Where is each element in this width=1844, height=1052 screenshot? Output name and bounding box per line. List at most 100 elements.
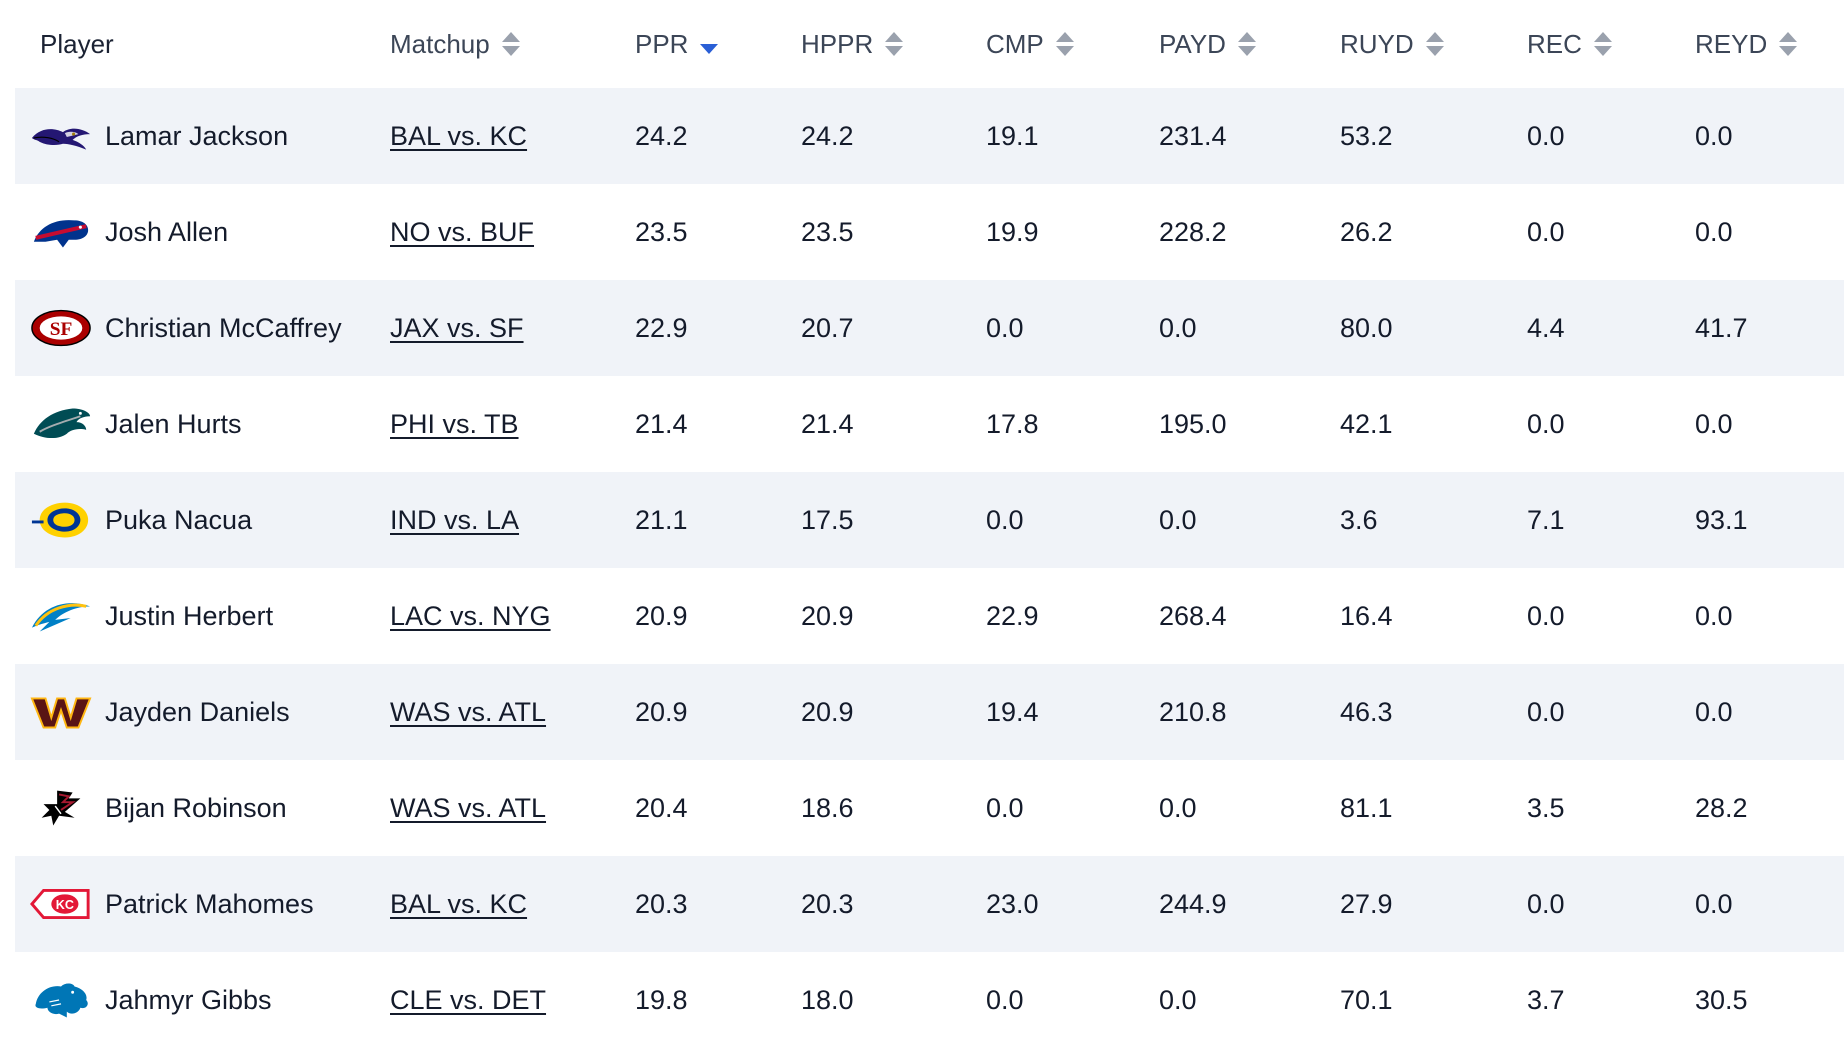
table-row: KC Patrick Mahomes BAL vs. KC 20.3 20.3 … bbox=[15, 856, 1844, 952]
rams-logo-icon bbox=[29, 496, 93, 544]
cmp-value: 0.0 bbox=[986, 792, 1024, 823]
49ers-logo-icon: SF bbox=[29, 304, 93, 352]
player-name: Lamar Jackson bbox=[105, 120, 289, 151]
column-header-matchup[interactable]: Matchup bbox=[381, 29, 626, 60]
sort-icon[interactable] bbox=[1593, 31, 1612, 57]
reyd-value: 0.0 bbox=[1695, 696, 1733, 727]
table-row: Puka Nacua IND vs. LA 21.1 17.5 0.0 0.0 … bbox=[15, 472, 1844, 568]
ruyd-value: 42.1 bbox=[1340, 408, 1393, 439]
matchup-link[interactable]: CLE vs. DET bbox=[390, 984, 547, 1015]
player-cell: Justin Herbert bbox=[15, 592, 381, 640]
matchup-cell: LAC vs. NYG bbox=[381, 601, 626, 632]
cmp-value: 0.0 bbox=[986, 504, 1024, 535]
ppr-value: 24.2 bbox=[635, 120, 688, 151]
ppr-value: 20.9 bbox=[635, 696, 688, 727]
hppr-value: 21.4 bbox=[801, 408, 854, 439]
lions-logo-icon bbox=[29, 976, 93, 1024]
matchup-link[interactable]: LAC vs. NYG bbox=[390, 600, 551, 631]
column-header-label: Player bbox=[40, 28, 114, 59]
matchup-link[interactable]: WAS vs. ATL bbox=[390, 792, 547, 823]
ruyd-value: 46.3 bbox=[1340, 696, 1393, 727]
player-name: Jalen Hurts bbox=[105, 408, 242, 439]
table-row: Josh Allen NO vs. BUF 23.5 23.5 19.9 228… bbox=[15, 184, 1844, 280]
payd-value: 0.0 bbox=[1159, 504, 1197, 535]
ruyd-value: 81.1 bbox=[1340, 792, 1393, 823]
matchup-cell: BAL vs. KC bbox=[381, 121, 626, 152]
matchup-link[interactable]: BAL vs. KC bbox=[390, 120, 528, 151]
ruyd-value: 16.4 bbox=[1340, 600, 1393, 631]
cmp-value: 17.8 bbox=[986, 408, 1039, 439]
hppr-value: 17.5 bbox=[801, 504, 854, 535]
sort-icon[interactable] bbox=[1779, 31, 1798, 57]
player-name: Jahmyr Gibbs bbox=[105, 984, 272, 1015]
ppr-value: 20.9 bbox=[635, 600, 688, 631]
bills-logo-icon bbox=[29, 208, 93, 256]
table-row: Jahmyr Gibbs CLE vs. DET 19.8 18.0 0.0 0… bbox=[15, 952, 1844, 1048]
player-cell: SF Christian McCaffrey bbox=[15, 304, 381, 352]
player-cell: Jahmyr Gibbs bbox=[15, 976, 381, 1024]
matchup-link[interactable]: BAL vs. KC bbox=[390, 888, 528, 919]
hppr-value: 18.6 bbox=[801, 792, 854, 823]
hppr-value: 20.7 bbox=[801, 312, 854, 343]
hppr-value: 23.5 bbox=[801, 216, 854, 247]
reyd-value: 0.0 bbox=[1695, 120, 1733, 151]
reyd-value: 30.5 bbox=[1695, 984, 1748, 1015]
rec-value: 0.0 bbox=[1527, 696, 1565, 727]
player-cell: KC Patrick Mahomes bbox=[15, 880, 381, 928]
svg-text:SF: SF bbox=[50, 319, 73, 340]
rec-value: 0.0 bbox=[1527, 216, 1565, 247]
matchup-link[interactable]: NO vs. BUF bbox=[390, 216, 535, 247]
column-header-rec[interactable]: REC bbox=[1518, 29, 1686, 60]
payd-value: 231.4 bbox=[1159, 120, 1227, 151]
payd-value: 244.9 bbox=[1159, 888, 1227, 919]
rec-value: 3.7 bbox=[1527, 984, 1565, 1015]
ruyd-value: 80.0 bbox=[1340, 312, 1393, 343]
column-header-hppr[interactable]: HPPR bbox=[792, 29, 977, 60]
ruyd-value: 70.1 bbox=[1340, 984, 1393, 1015]
column-header-ruyd[interactable]: RUYD bbox=[1331, 29, 1518, 60]
matchup-link[interactable]: JAX vs. SF bbox=[390, 312, 524, 343]
table-row: Bijan Robinson WAS vs. ATL 20.4 18.6 0.0… bbox=[15, 760, 1844, 856]
reyd-value: 0.0 bbox=[1695, 216, 1733, 247]
column-header-cmp[interactable]: CMP bbox=[977, 29, 1150, 60]
matchup-link[interactable]: PHI vs. TB bbox=[390, 408, 519, 439]
column-header-reyd[interactable]: REYD bbox=[1686, 29, 1844, 60]
table-row: Jalen Hurts PHI vs. TB 21.4 21.4 17.8 19… bbox=[15, 376, 1844, 472]
column-header-label: Matchup bbox=[390, 28, 490, 59]
rec-value: 3.5 bbox=[1527, 792, 1565, 823]
matchup-link[interactable]: WAS vs. ATL bbox=[390, 696, 547, 727]
matchup-cell: PHI vs. TB bbox=[381, 409, 626, 440]
column-header-payd[interactable]: PAYD bbox=[1150, 29, 1331, 60]
column-header-ppr[interactable]: PPR bbox=[626, 29, 792, 60]
ppr-value: 21.1 bbox=[635, 504, 688, 535]
sort-icon[interactable] bbox=[501, 31, 520, 57]
sort-descending-icon[interactable] bbox=[700, 44, 719, 54]
reyd-value: 0.0 bbox=[1695, 600, 1733, 631]
matchup-cell: NO vs. BUF bbox=[381, 217, 626, 248]
ruyd-value: 53.2 bbox=[1340, 120, 1393, 151]
table-row: SF Christian McCaffrey JAX vs. SF 22.9 2… bbox=[15, 280, 1844, 376]
matchup-cell: CLE vs. DET bbox=[381, 985, 626, 1016]
hppr-value: 18.0 bbox=[801, 984, 854, 1015]
matchup-link[interactable]: IND vs. LA bbox=[390, 504, 520, 535]
ppr-value: 23.5 bbox=[635, 216, 688, 247]
column-header-label: PPR bbox=[635, 28, 689, 59]
matchup-cell: WAS vs. ATL bbox=[381, 793, 626, 824]
cmp-value: 19.4 bbox=[986, 696, 1039, 727]
ppr-value: 21.4 bbox=[635, 408, 688, 439]
sort-icon[interactable] bbox=[1425, 31, 1444, 57]
cmp-value: 22.9 bbox=[986, 600, 1039, 631]
ruyd-value: 27.9 bbox=[1340, 888, 1393, 919]
column-header-player: Player bbox=[15, 29, 381, 60]
sort-icon[interactable] bbox=[1055, 31, 1074, 57]
sort-icon[interactable] bbox=[885, 31, 904, 57]
cmp-value: 19.1 bbox=[986, 120, 1039, 151]
commanders-logo-icon bbox=[29, 688, 93, 736]
rec-value: 0.0 bbox=[1527, 120, 1565, 151]
sort-icon[interactable] bbox=[1237, 31, 1256, 57]
chargers-logo-icon bbox=[29, 592, 93, 640]
table-row: Jayden Daniels WAS vs. ATL 20.9 20.9 19.… bbox=[15, 664, 1844, 760]
ppr-value: 20.4 bbox=[635, 792, 688, 823]
payd-value: 195.0 bbox=[1159, 408, 1227, 439]
player-cell: Puka Nacua bbox=[15, 496, 381, 544]
